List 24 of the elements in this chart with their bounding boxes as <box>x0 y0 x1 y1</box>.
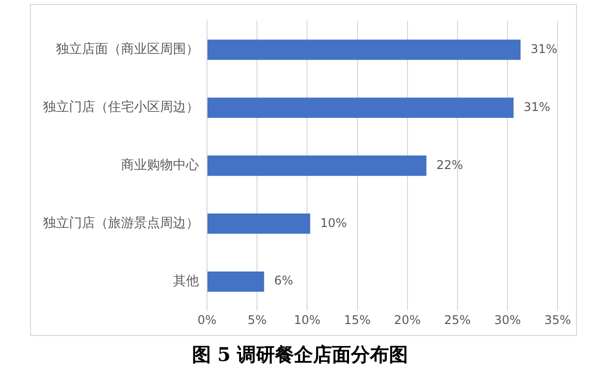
y-tick-label: 独立店面（商业区周围） <box>56 41 199 58</box>
y-tick-label: 其他 <box>173 274 199 289</box>
y-tick-label: 独立门店（旅游景点周边） <box>43 215 199 232</box>
text: 图 5 调研餐企店面分布图 <box>190 343 410 368</box>
x-tick-label: 20% <box>394 312 421 327</box>
x-tick-label: 35% <box>544 312 571 327</box>
data-label: 6% <box>274 274 294 288</box>
y-tick-label: 商业购物中心 <box>121 157 199 174</box>
y-tick-label: 独立门店（住宅小区周边） <box>43 99 199 116</box>
bar <box>208 271 264 292</box>
bar <box>208 214 310 234</box>
data-label: 10% <box>320 216 347 230</box>
x-tick-label: 25% <box>444 312 471 327</box>
bar <box>208 156 426 176</box>
bar <box>208 40 521 60</box>
x-tick-label: 0% <box>197 312 217 327</box>
x-tick-label: 10% <box>294 312 321 327</box>
data-label: 31% <box>530 42 558 56</box>
x-tick-label: 5% <box>248 312 267 327</box>
bar <box>208 98 514 118</box>
data-label: 22% <box>436 158 464 172</box>
x-tick-label: 30% <box>494 312 521 327</box>
data-label: 31% <box>524 100 550 114</box>
x-tick-label: 15% <box>344 312 371 327</box>
